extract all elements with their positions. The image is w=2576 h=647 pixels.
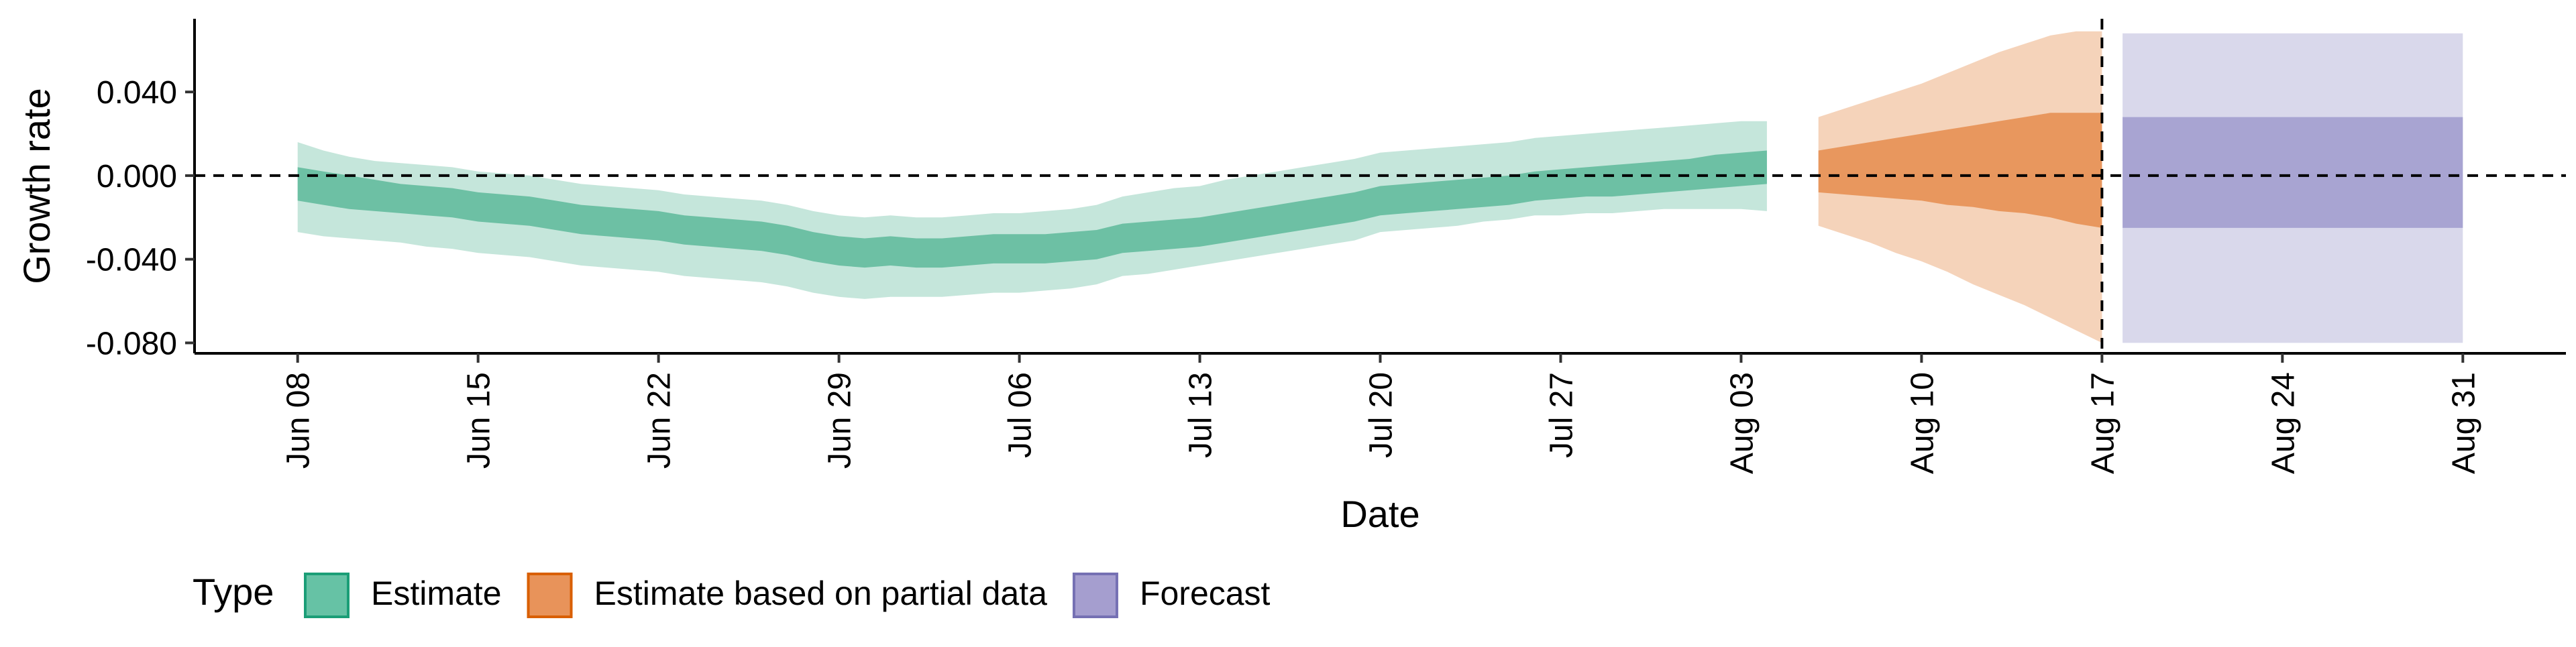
y-axis-title: Growth rate bbox=[15, 88, 58, 284]
legend-key-forecast bbox=[1072, 573, 1118, 618]
y-tick-label: 0.000 bbox=[97, 159, 177, 194]
x-tick-label: Jul 20 bbox=[1364, 372, 1399, 458]
axes-layer: 0.040 0.000 -0.040 -0.080 Jun 08 Jun 15 Jun 22… bbox=[15, 19, 2566, 535]
x-tick-label: Jun 08 bbox=[281, 372, 317, 469]
legend: Type Estimate Estimate based on partial da… bbox=[193, 571, 1271, 618]
bands-layer bbox=[297, 31, 2463, 343]
band-outer-estimate bbox=[297, 121, 1767, 299]
x-tick-label: Jun 15 bbox=[462, 372, 497, 469]
legend-key-estimate bbox=[304, 573, 350, 618]
band-inner-forecast bbox=[2123, 117, 2463, 228]
x-tick-label: Aug 03 bbox=[1724, 372, 1760, 474]
x-tick-label: Aug 10 bbox=[1904, 372, 1940, 474]
band-inner-estimate-based-on-partial-data bbox=[1818, 113, 2102, 228]
x-tick-label: Jul 27 bbox=[1544, 372, 1579, 458]
reference-lines bbox=[195, 19, 2566, 353]
x-tick-label: Aug 17 bbox=[2085, 372, 2121, 474]
y-tick-label: -0.080 bbox=[86, 326, 177, 361]
band-inner-estimate bbox=[297, 150, 1767, 268]
x-axis-title: Date bbox=[1340, 493, 1419, 535]
x-tick-label: Aug 31 bbox=[2446, 372, 2481, 474]
legend-key-estimate-based-on-partial-data bbox=[527, 573, 573, 618]
legend-label-estimate: Estimate bbox=[371, 575, 502, 612]
y-tick-label: 0.040 bbox=[97, 75, 177, 111]
y-tick-label: -0.040 bbox=[86, 243, 177, 278]
x-tick-label: Jun 29 bbox=[822, 372, 858, 469]
x-tick-label: Jun 22 bbox=[642, 372, 678, 469]
x-tick-label: Aug 24 bbox=[2265, 372, 2301, 474]
legend-label-estimate-based-on-partial-data: Estimate based on partial data bbox=[594, 575, 1048, 612]
legend-label-forecast: Forecast bbox=[1140, 575, 1271, 612]
x-tick-label: Jul 06 bbox=[1003, 372, 1038, 458]
legend-title: Type bbox=[193, 571, 274, 613]
x-tick-label: Jul 13 bbox=[1183, 372, 1219, 458]
